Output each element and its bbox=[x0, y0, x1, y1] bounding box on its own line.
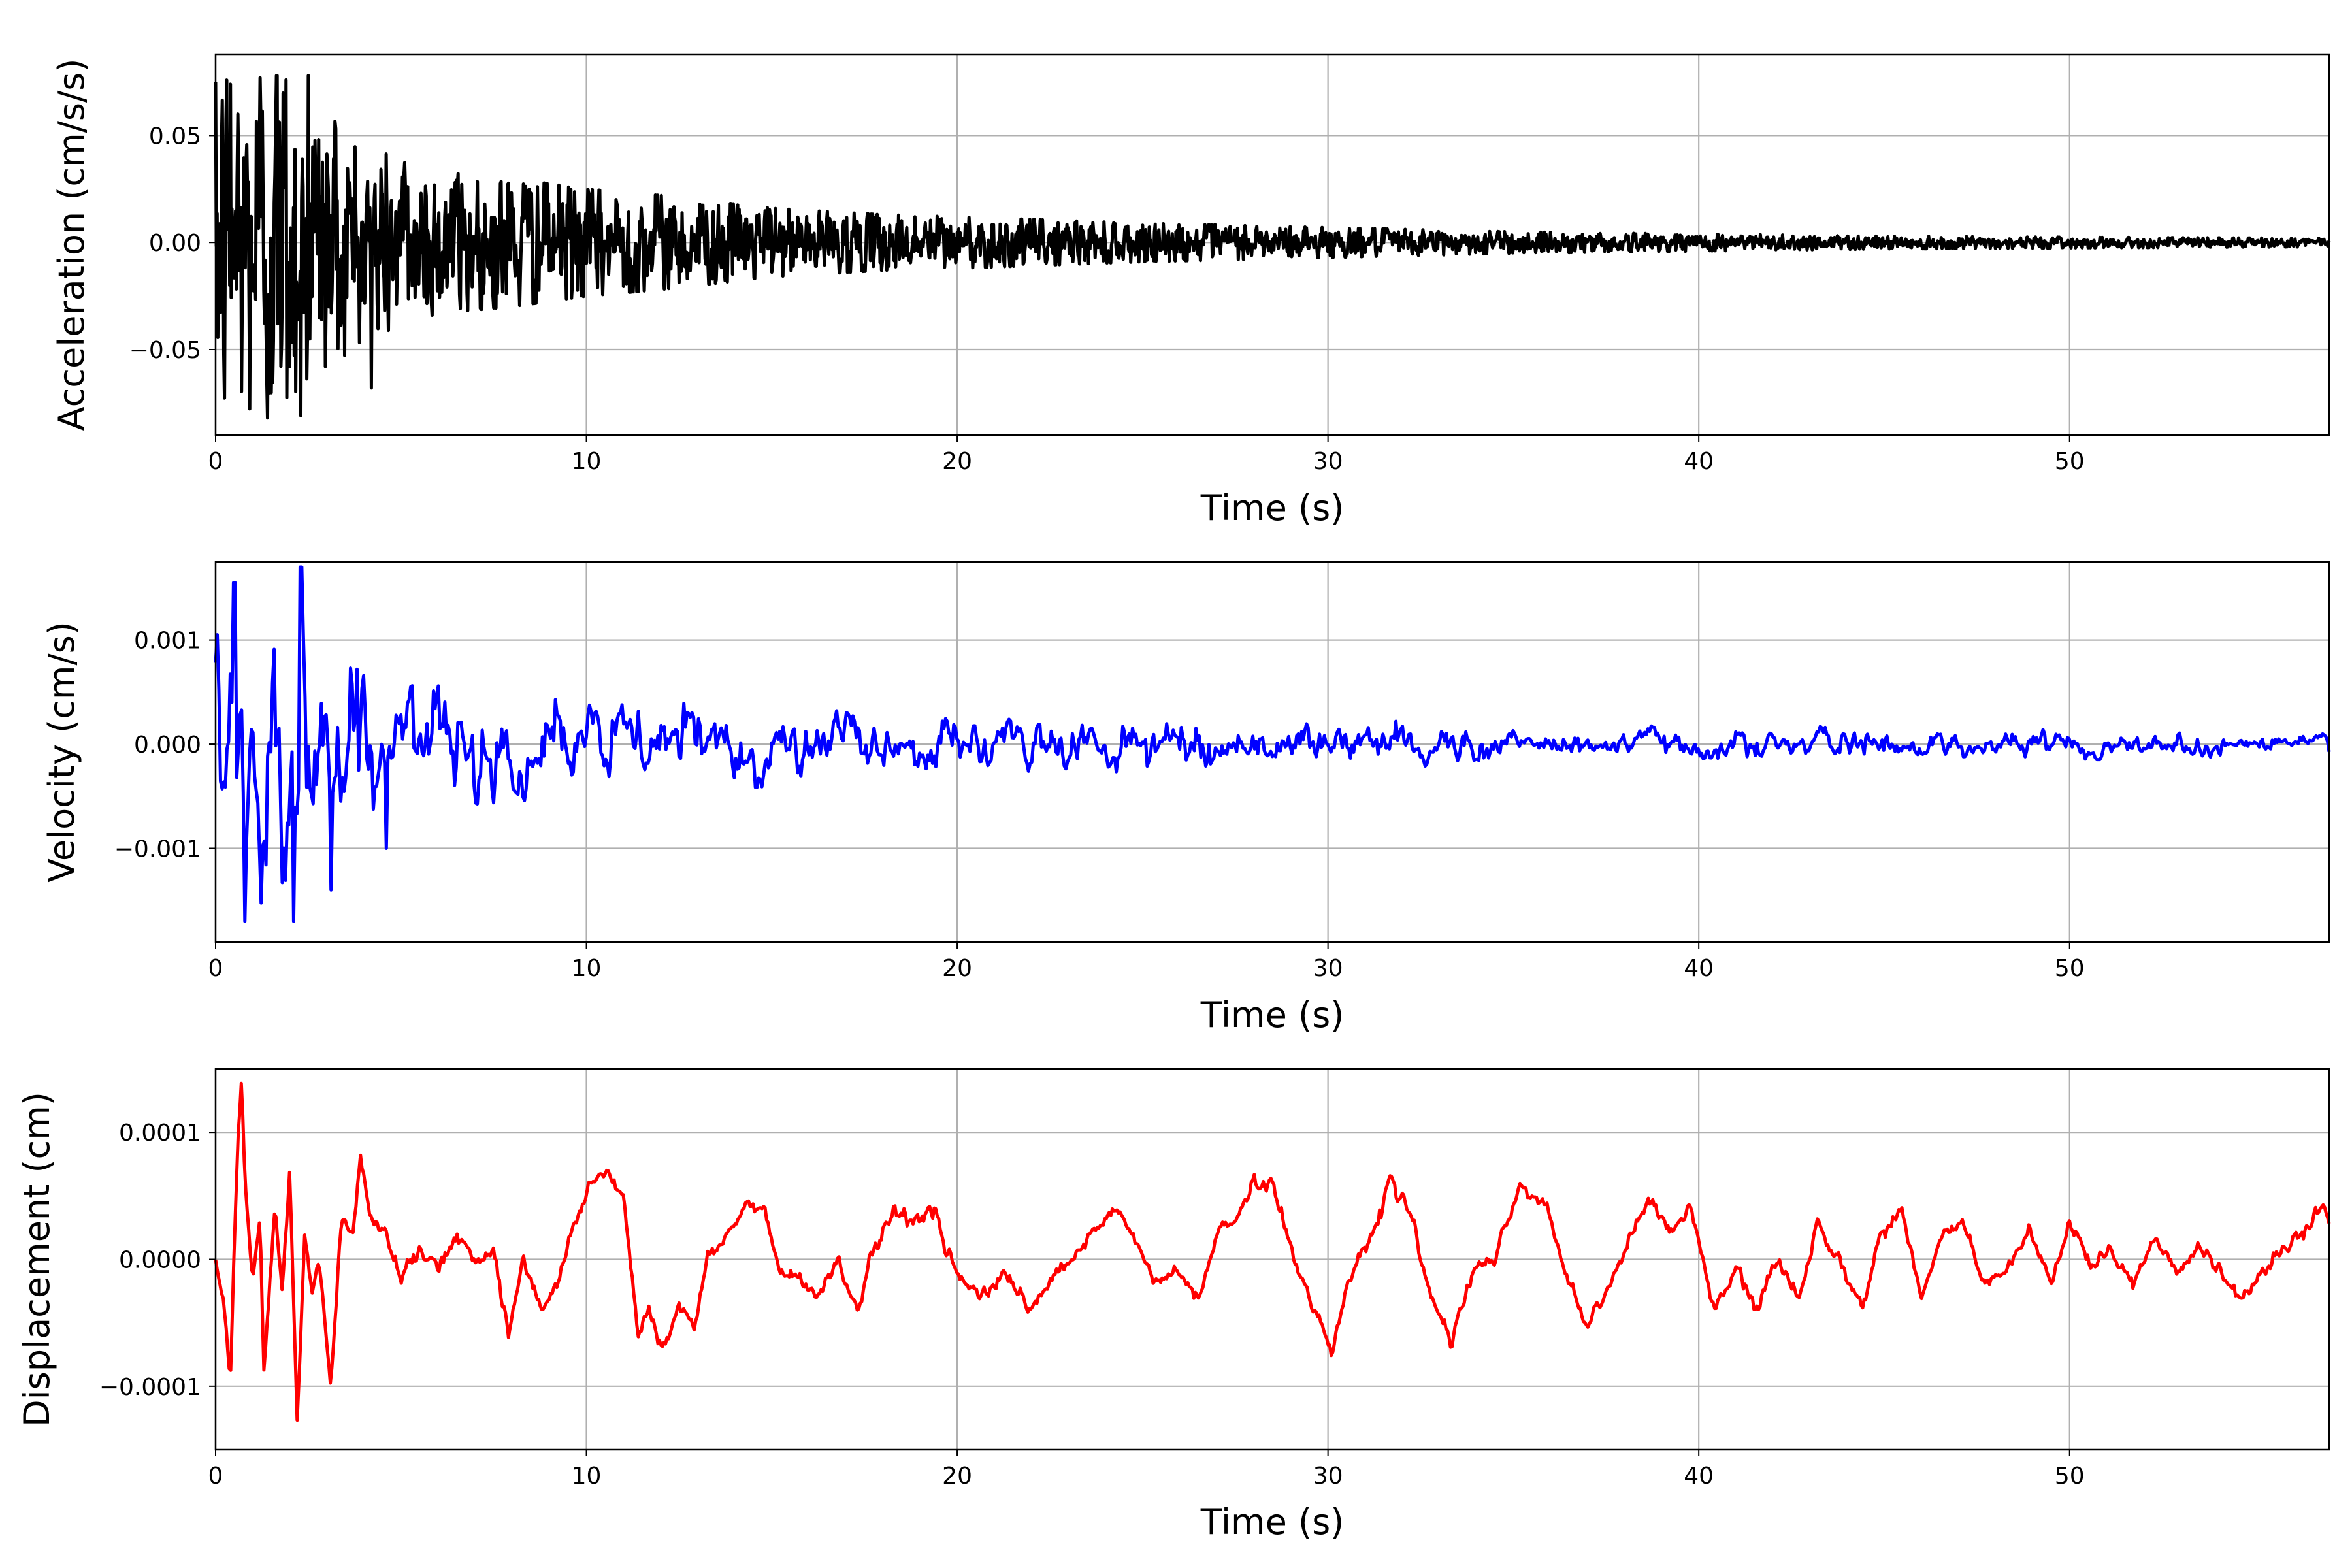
acceleration-ticks: 0 10 20 30 40 50 0.05 0.00 −0.05 bbox=[129, 123, 2085, 475]
acceleration-y-axis-label: Acceleration (cm/s/s) bbox=[51, 59, 92, 431]
velocity-trace bbox=[214, 565, 2331, 923]
displacement-y-tick-label: 0.0001 bbox=[119, 1120, 201, 1147]
acceleration-panel: 0 10 20 30 40 50 0.05 0.00 −0.05 Time (s) Accele… bbox=[51, 53, 2331, 529]
velocity-x-tick-label: 20 bbox=[942, 955, 972, 982]
displacement-y-tick-label: −0.0001 bbox=[99, 1374, 201, 1401]
displacement-x-tick-label: 0 bbox=[208, 1463, 223, 1490]
displacement-grid bbox=[214, 1069, 2329, 1450]
velocity-x-tick-label: 50 bbox=[2055, 955, 2085, 982]
velocity-y-axis-label: Velocity (cm/s) bbox=[41, 621, 82, 883]
acceleration-y-tick-label: 0.05 bbox=[149, 123, 201, 150]
acceleration-y-tick-label: −0.05 bbox=[129, 337, 201, 364]
acceleration-x-tick-label: 0 bbox=[208, 448, 223, 475]
velocity-y-tick-label: 0.000 bbox=[134, 732, 201, 759]
acceleration-axes-frame bbox=[214, 53, 2330, 436]
velocity-ticks: 0 10 20 30 40 50 0.001 0.000 −0.001 bbox=[114, 628, 2085, 982]
velocity-panel: 0 10 20 30 40 50 0.001 0.000 −0.001 Time (s) Vel… bbox=[41, 561, 2331, 1036]
acceleration-x-tick-label: 50 bbox=[2055, 448, 2085, 475]
velocity-x-tick-label: 10 bbox=[572, 955, 602, 982]
velocity-x-tick-label: 40 bbox=[1684, 955, 1714, 982]
displacement-ticks: 0 10 20 30 40 50 0.0001 0.0000 −0.0001 bbox=[99, 1120, 2085, 1490]
displacement-x-tick-label: 20 bbox=[942, 1463, 972, 1490]
displacement-y-axis-label: Displacement (cm) bbox=[16, 1092, 57, 1427]
acceleration-x-tick-label: 10 bbox=[572, 448, 602, 475]
acceleration-x-tick-label: 30 bbox=[1313, 448, 1343, 475]
velocity-axes-frame bbox=[214, 561, 2330, 943]
displacement-x-axis-label: Time (s) bbox=[1200, 1501, 1345, 1543]
velocity-y-tick-label: 0.001 bbox=[134, 628, 201, 655]
acceleration-y-tick-label: 0.00 bbox=[149, 230, 201, 257]
acceleration-trace bbox=[214, 74, 2331, 420]
displacement-x-tick-label: 10 bbox=[572, 1463, 602, 1490]
acceleration-x-axis-label: Time (s) bbox=[1200, 487, 1345, 529]
displacement-y-tick-label: 0.0000 bbox=[119, 1247, 201, 1274]
velocity-x-axis-label: Time (s) bbox=[1200, 994, 1345, 1036]
velocity-x-tick-label: 30 bbox=[1313, 955, 1343, 982]
velocity-grid bbox=[214, 562, 2329, 942]
acceleration-x-tick-label: 40 bbox=[1684, 448, 1714, 475]
acceleration-x-tick-label: 20 bbox=[942, 448, 972, 475]
displacement-trace bbox=[214, 1081, 2331, 1422]
velocity-y-tick-label: −0.001 bbox=[114, 836, 201, 862]
velocity-x-tick-label: 0 bbox=[208, 955, 223, 982]
displacement-x-tick-label: 30 bbox=[1313, 1463, 1343, 1490]
displacement-x-tick-label: 50 bbox=[2055, 1463, 2085, 1490]
displacement-x-tick-label: 40 bbox=[1684, 1463, 1714, 1490]
